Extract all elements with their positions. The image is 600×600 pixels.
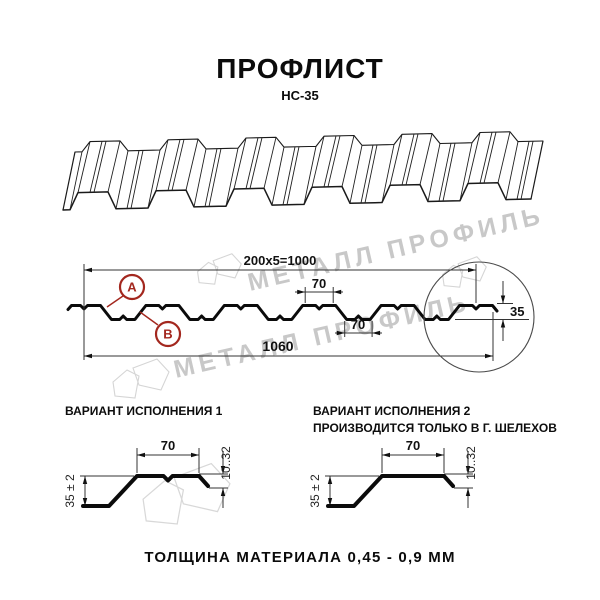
v1-dim-top-flange: 70 xyxy=(161,438,175,453)
dim-working-width: 200x5=1000 xyxy=(244,253,317,268)
label-a-circle xyxy=(118,273,146,301)
dim-overall-width: 1060 xyxy=(262,338,293,354)
variant1-label: ВАРИАНТ ИСПОЛНЕНИЯ 1 xyxy=(65,404,223,418)
label-b-letter: В xyxy=(163,327,172,342)
page-title: ПРОФЛИСТ xyxy=(216,53,384,84)
label-a-leader-line xyxy=(106,295,124,308)
v1-dim-lip: 10..32 xyxy=(219,446,233,480)
label-a-letter: А xyxy=(127,280,137,295)
v2-dim-top-flange: 70 xyxy=(406,438,420,453)
label-b-leader-line xyxy=(139,311,159,326)
dim-profile-height: 35 xyxy=(510,304,524,319)
detail-view-circle xyxy=(423,261,535,373)
variant2-label: ВАРИАНТ ИСПОЛНЕНИЯ 2 ПРОИЗВОДИТСЯ ТОЛЬКО… xyxy=(313,403,557,437)
dim-bottom-flange: 70 xyxy=(351,317,365,332)
brand-logo-watermark xyxy=(197,253,242,285)
v2-dim-height: 35 ± 2 xyxy=(308,474,322,508)
variant2-label-line2: ПРОИЗВОДИТСЯ ТОЛЬКО В Г. ШЕЛЕХОВ xyxy=(313,421,557,435)
label-b-circle xyxy=(154,320,182,348)
brand-logo-watermark xyxy=(112,358,170,399)
profile-model-subtitle: НС-35 xyxy=(281,88,319,103)
brand-text-watermark: МЕТАЛЛ ПРОФИЛЬ xyxy=(245,201,547,296)
v1-dim-height: 35 ± 2 xyxy=(63,474,77,508)
variant2-label-line1: ВАРИАНТ ИСПОЛНЕНИЯ 2 xyxy=(313,404,471,418)
brand-logo-watermark xyxy=(442,256,487,288)
line-art-layer xyxy=(62,131,544,508)
brand-logo-watermark xyxy=(142,462,231,525)
material-thickness-note: ТОЛЩИНА МАТЕРИАЛА 0,45 - 0,9 ММ xyxy=(144,549,456,566)
dim-top-flange: 70 xyxy=(312,276,326,291)
v2-dim-lip: 10..32 xyxy=(464,446,478,480)
